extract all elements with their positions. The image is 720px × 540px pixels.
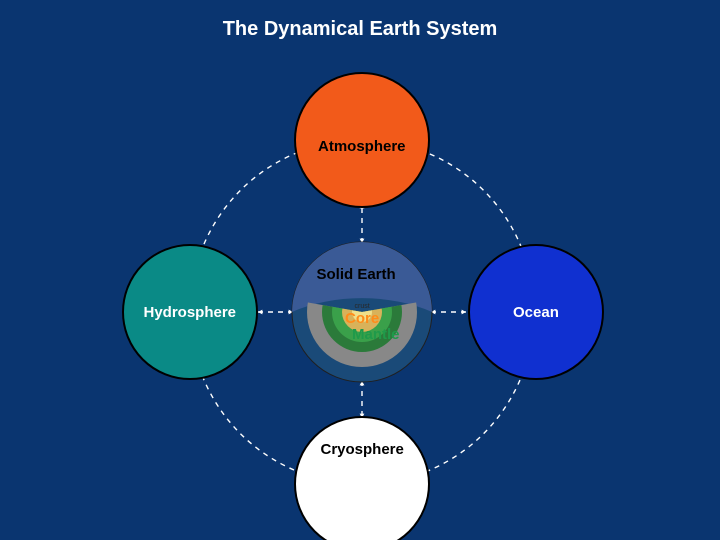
arrowhead — [360, 381, 365, 385]
arrowhead — [360, 239, 365, 243]
center-mantle: Mantle — [352, 326, 400, 343]
node-atmosphere-label: Atmosphere — [318, 138, 406, 155]
arrowhead — [289, 310, 293, 315]
arrowhead — [431, 310, 435, 315]
center-crust: crust — [355, 303, 370, 310]
diagram-title: The Dynamical Earth System — [0, 18, 720, 41]
diagram-stage: The Dynamical Earth System Atmosphere Cryo… — [0, 0, 720, 540]
node-cryosphere — [294, 416, 430, 540]
node-cryosphere-label: Cryosphere — [321, 441, 404, 458]
center-title: Solid Earth — [317, 266, 396, 283]
node-ocean-label: Ocean — [513, 304, 559, 321]
center-core: Core — [345, 310, 379, 327]
arrowhead — [258, 310, 262, 315]
arrowhead — [462, 310, 466, 315]
node-hydrosphere-label: Hydrosphere — [144, 304, 237, 321]
